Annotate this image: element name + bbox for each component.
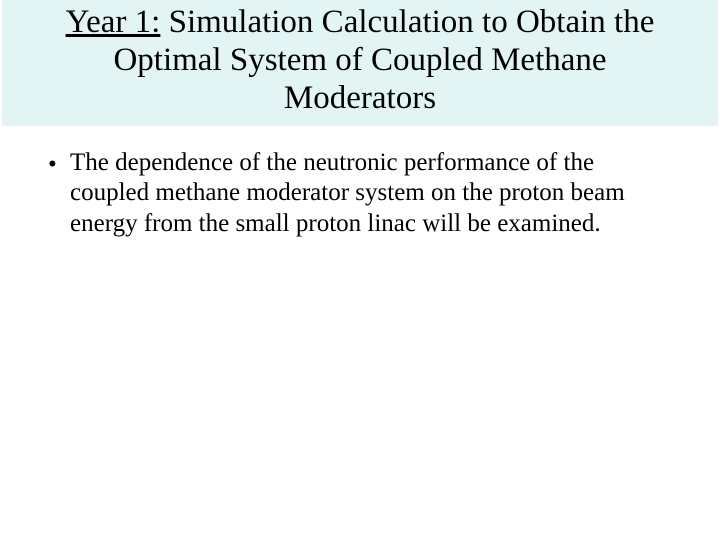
list-item: • The dependence of the neutronic perfor… <box>48 148 672 240</box>
title-line2: Optimal System of Coupled Methane <box>113 42 606 78</box>
title-lead-underlined: Year 1: <box>66 4 161 40</box>
slide-body: • The dependence of the neutronic perfor… <box>48 148 672 240</box>
slide: Year 1: Simulation Calculation to Obtain… <box>0 0 720 540</box>
bullet-text: The dependence of the neutronic performa… <box>70 148 672 240</box>
slide-title: Year 1: Simulation Calculation to Obtain… <box>2 0 718 126</box>
title-rest-line1: Simulation Calculation to Obtain the <box>160 4 654 40</box>
title-line3: Moderators <box>284 80 436 116</box>
bullet-marker: • <box>48 148 70 181</box>
